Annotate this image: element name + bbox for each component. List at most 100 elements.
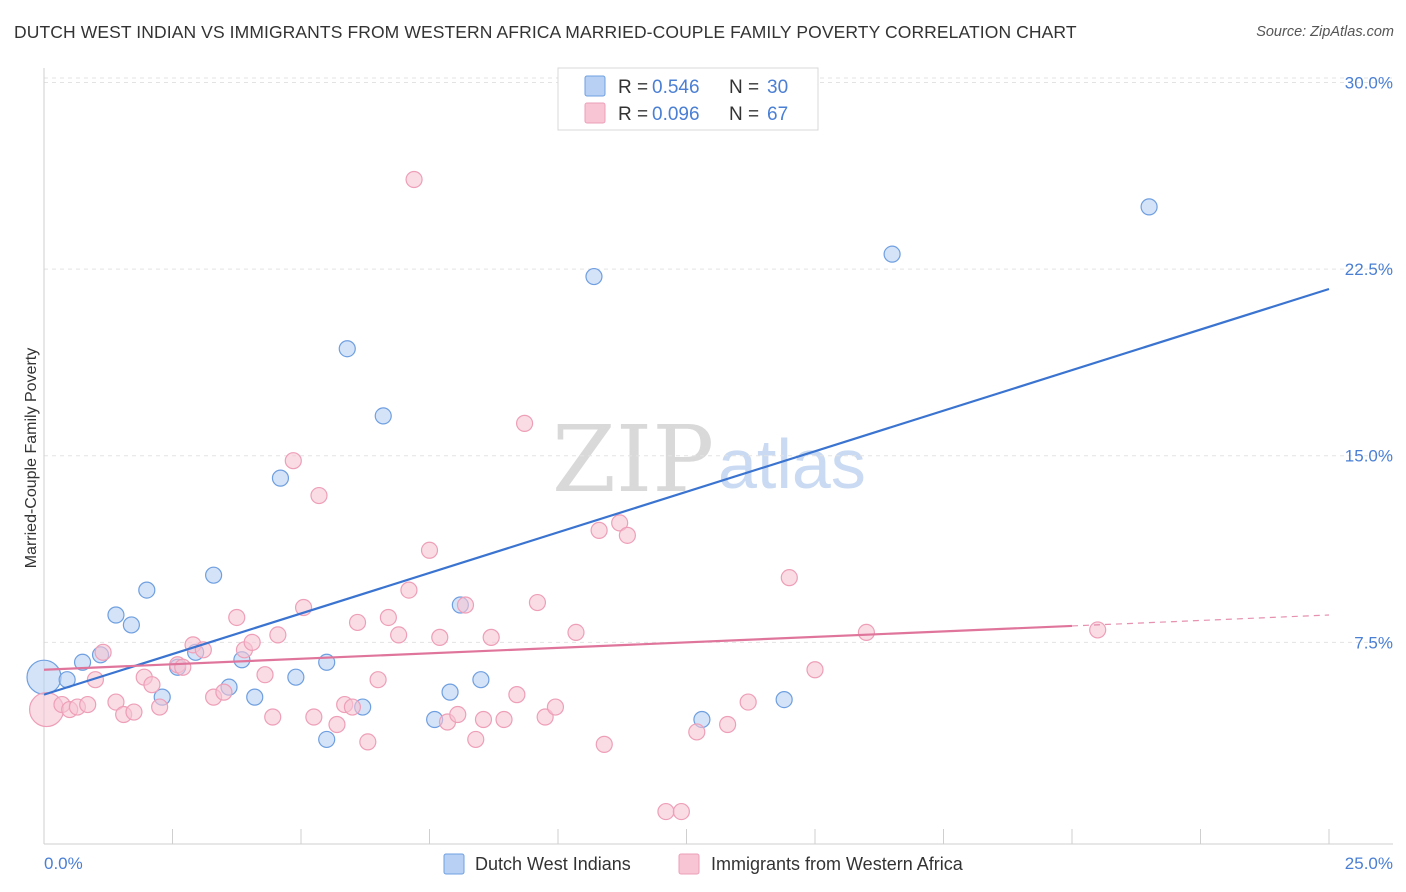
western-africa-point-38 (405, 170, 423, 189)
western-africa-point-12 (151, 698, 169, 716)
dutch-west-indian-point-22 (441, 683, 459, 701)
western-africa-point-31 (343, 698, 361, 716)
correlation-legend: R = 0.546 N = 30 R = 0.096 N = 67 (557, 67, 819, 131)
y-tick-label-1: 15.0% (1345, 447, 1393, 466)
legend-n-value-2: 67 (767, 104, 788, 125)
western-africa-point-33 (359, 733, 377, 751)
western-africa-point-28 (310, 486, 328, 505)
source-credit: Source: ZipAtlas.com (1256, 24, 1394, 40)
western-africa-point-48 (508, 686, 526, 704)
legend-r-value-2: 0.096 (652, 104, 700, 125)
y-axis-label: Married-Couple Family Poverty (23, 348, 40, 569)
western-africa-point-54 (590, 521, 608, 539)
western-africa-point-42 (449, 705, 467, 724)
trend-line-western-africa (43, 624, 1073, 671)
series-legend-swatch-2 (678, 853, 700, 875)
x-tick-label-max: 25.0% (1345, 854, 1393, 873)
western-africa-point-62 (739, 693, 757, 711)
western-africa-point-34 (369, 671, 387, 689)
western-africa-point-65 (857, 623, 876, 642)
western-africa-point-21 (243, 633, 261, 651)
legend-r-label-1: R = (618, 77, 648, 98)
y-tick-labels: 7.5% 15.0% 22.5% 30.0% (1345, 73, 1393, 652)
legend-n-label-2: N = (729, 104, 759, 125)
western-africa-point-22 (256, 666, 274, 684)
axes (43, 68, 1393, 845)
legend-swatch-immigrants-western-africa (584, 102, 606, 124)
trend-line-western-africa-extension (1071, 614, 1330, 627)
legend-r-label-2: R = (618, 104, 648, 125)
series-legend-label-1: Dutch West Indians (475, 854, 631, 874)
legend-r-value-1: 0.546 (652, 77, 700, 98)
series-legend: Dutch West Indians Immigrants from Weste… (443, 853, 964, 875)
y-tick-label-3: 30.0% (1345, 73, 1393, 92)
dutch-west-indian-point-5 (122, 616, 140, 634)
dutch-west-indian-point-0 (26, 659, 62, 695)
watermark: ZIP atlas (552, 406, 866, 513)
western-africa-point-59 (672, 802, 690, 821)
y-tick-label-0: 7.5% (1354, 633, 1393, 652)
dutch-west-indian-point-24 (472, 671, 490, 689)
dutch-west-indian-point-2 (73, 653, 92, 671)
western-africa-point-35 (379, 608, 397, 627)
western-africa-point-29 (328, 715, 346, 734)
western-africa-point-50 (528, 593, 547, 612)
dutch-west-indian-point-6 (138, 581, 156, 599)
trend-lines (43, 287, 1330, 696)
western-africa-point-40 (431, 628, 449, 646)
western-africa-point-58 (657, 802, 675, 821)
legend-n-label-1: N = (729, 77, 759, 98)
western-africa-point-4 (79, 695, 97, 714)
western-africa-point-23 (264, 708, 282, 726)
dutch-west-indian-point-25 (585, 267, 603, 286)
dutch-west-indian-point-27 (775, 690, 793, 709)
dutch-west-indian-point-28 (883, 245, 901, 263)
western-africa-point-47 (495, 710, 513, 729)
western-africa-point-53 (567, 623, 585, 642)
legend-swatch-dutch-west-indians (584, 75, 606, 97)
legend-n-value-1: 30 (767, 77, 788, 98)
western-africa-point-51 (536, 708, 554, 726)
western-africa-point-6 (94, 643, 112, 661)
dutch-west-indian-point-14 (271, 469, 290, 487)
dutch-west-indian-point-15 (287, 668, 305, 686)
series-legend-swatch-1 (443, 853, 465, 875)
western-africa-point-52 (546, 698, 565, 716)
western-africa-point-14 (174, 658, 192, 676)
western-africa-point-57 (618, 526, 636, 544)
watermark-zip: ZIP (552, 406, 714, 513)
chart-title: DUTCH WEST INDIAN VS IMMIGRANTS FROM WES… (14, 22, 1077, 42)
x-tick-labels: 0.0% 25.0% (44, 854, 1393, 873)
dutch-west-indian-point-10 (205, 566, 223, 584)
grid-lines (44, 77, 1393, 643)
western-africa-point-11 (143, 676, 161, 694)
western-africa-point-49 (515, 414, 534, 432)
series-legend-label-2: Immigrants from Western Africa (711, 854, 964, 874)
western-africa-point-39 (420, 541, 439, 559)
western-africa-point-60 (688, 723, 706, 741)
western-africa-point-61 (719, 715, 737, 734)
dutch-west-indian-point-20 (374, 407, 392, 425)
western-africa-point-18 (215, 683, 233, 701)
western-africa-point-44 (467, 730, 485, 749)
y-tick-label-2: 22.5% (1345, 260, 1393, 279)
trend-line-dutch-west-indians (43, 287, 1330, 696)
watermark-atlas: atlas (718, 425, 866, 503)
western-africa-point-63 (780, 569, 798, 587)
dutch-west-indian-point-4 (107, 606, 125, 624)
western-africa-point-19 (228, 608, 246, 627)
western-africa-point-64 (806, 661, 824, 679)
western-africa-point-55 (595, 735, 613, 753)
western-africa-point-37 (400, 581, 418, 599)
dutch-west-indian-point-29 (1140, 198, 1158, 216)
western-africa-point-27 (305, 708, 323, 726)
western-africa-point-7 (107, 693, 125, 711)
western-africa-point-32 (348, 613, 367, 632)
western-africa-point-25 (284, 452, 302, 470)
western-africa-point-46 (482, 628, 500, 646)
dutch-west-indian-point-17 (318, 730, 336, 749)
western-africa-point-9 (125, 703, 143, 721)
dutch-west-indian-point-18 (338, 340, 356, 358)
dutch-west-indian-point-13 (246, 688, 264, 706)
